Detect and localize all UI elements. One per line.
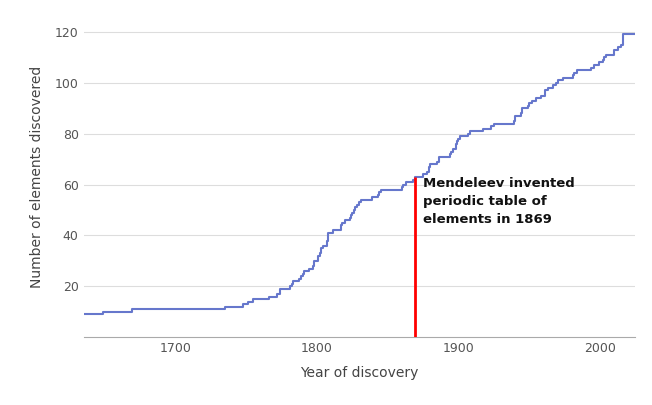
Text: Mendeleev invented
periodic table of
elements in 1869: Mendeleev invented periodic table of ele… [423, 177, 575, 226]
Y-axis label: Number of elements discovered: Number of elements discovered [30, 66, 44, 288]
X-axis label: Year of discovery: Year of discovery [301, 366, 419, 380]
